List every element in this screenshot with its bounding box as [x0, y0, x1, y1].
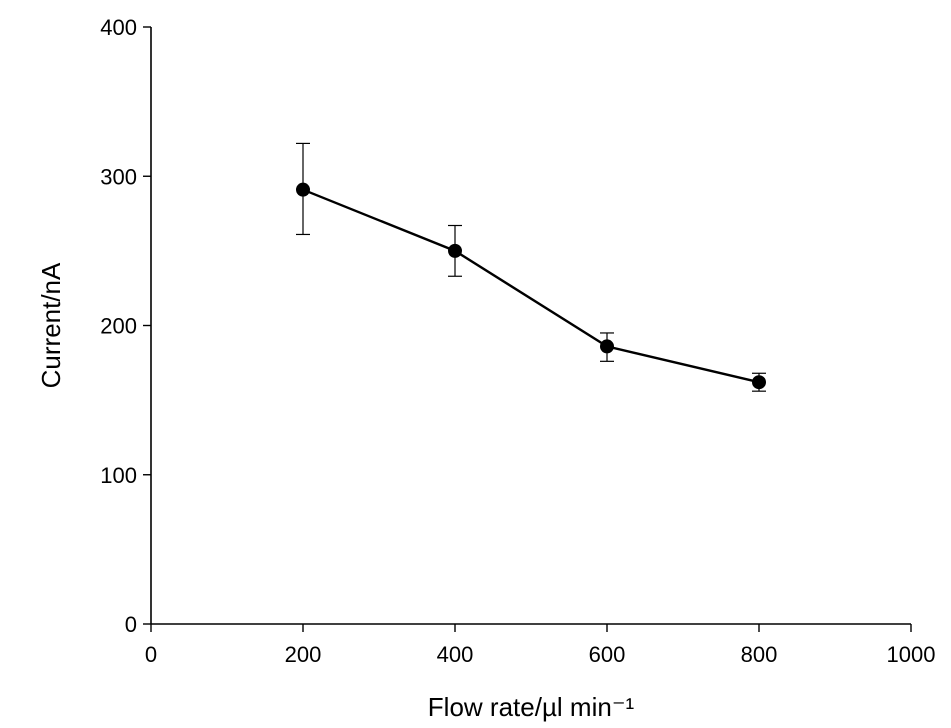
- x-tick-label-4: 800: [741, 642, 778, 667]
- data-point-0: [296, 182, 310, 197]
- x-axis-title: Flow rate/µl min⁻¹: [428, 692, 635, 722]
- y-tick-label-4: 400: [100, 15, 137, 40]
- x-tick-label-0: 0: [145, 642, 157, 667]
- data-point-1: [448, 243, 462, 258]
- axes: [150, 27, 911, 625]
- y-tick-label-3: 300: [100, 164, 137, 189]
- x-tick-label-5: 1000: [887, 642, 936, 667]
- series-line-0: [302, 188, 760, 384]
- x-tick-label-2: 400: [437, 642, 474, 667]
- y-tick-label-0: 0: [125, 612, 137, 637]
- x-ticks: 0 200 400 600 800 1000: [145, 624, 936, 667]
- plot-area: [296, 142, 766, 392]
- y-ticks: 0 100 200 300 400: [100, 15, 151, 637]
- x-tick-label-1: 200: [285, 642, 322, 667]
- y-tick-label-2: 200: [100, 314, 137, 339]
- x-tick-label-3: 600: [589, 642, 626, 667]
- data-point-2: [600, 339, 614, 354]
- data-point-3: [752, 375, 766, 390]
- y-axis-title: Current/nA: [36, 262, 66, 388]
- y-tick-label-1: 100: [100, 463, 137, 488]
